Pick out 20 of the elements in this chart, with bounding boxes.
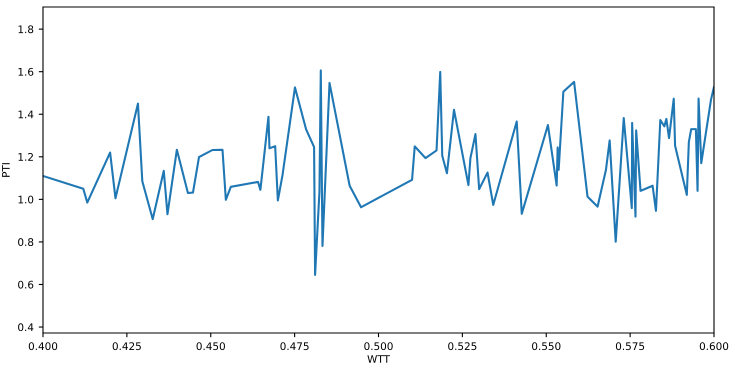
x-axis-title: WTT	[367, 355, 390, 363]
y-tick-label: 0.6	[18, 280, 34, 289]
x-tick-label: 0.475	[280, 342, 309, 350]
x-tick-label: 0.425	[112, 342, 141, 350]
x-tick-label: 0.575	[616, 342, 644, 350]
x-tick-label: 0.500	[364, 342, 393, 350]
x-tick-label: 0.450	[196, 342, 225, 350]
y-tick-label: 1.0	[18, 196, 34, 204]
x-tick-label: 0.525	[448, 342, 476, 350]
y-tick-label: 1.4	[18, 110, 34, 118]
line-series	[43, 69, 714, 276]
x-tick-label: 0.600	[700, 342, 728, 350]
y-axis-title: PTI	[2, 163, 10, 177]
x-tick-label: 0.400	[28, 342, 58, 350]
y-tick-label: 1.8	[18, 25, 34, 34]
y-tick-label: 0.4	[18, 323, 34, 332]
y-tick-label: 1.6	[18, 68, 34, 76]
x-tick-label: 0.550	[532, 342, 560, 350]
y-tick-label: 0.8	[18, 238, 34, 246]
y-tick-label: 1.2	[18, 153, 33, 161]
